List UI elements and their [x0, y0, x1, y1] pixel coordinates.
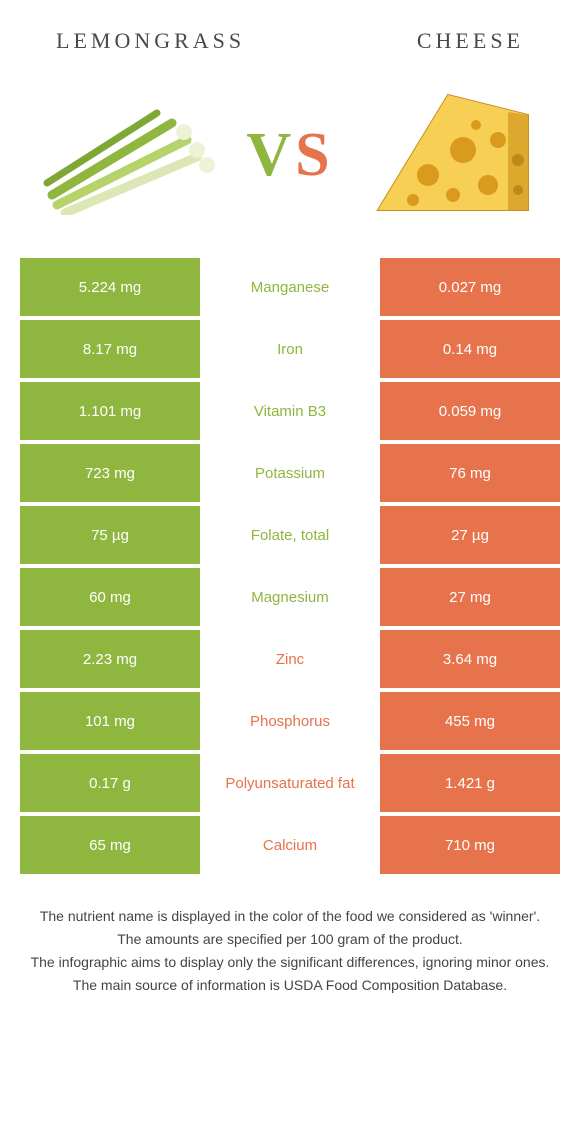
- right-value: 3.64 mg: [380, 630, 560, 688]
- table-row: 8.17 mgIron0.14 mg: [20, 320, 560, 378]
- food-right-image: [358, 80, 548, 230]
- food-left-name: LEMONGRASS: [56, 28, 245, 54]
- left-value: 0.17 g: [20, 754, 200, 812]
- nutrient-label: Potassium: [200, 444, 380, 502]
- nutrient-label: Polyunsaturated fat: [200, 754, 380, 812]
- nutrient-label: Manganese: [200, 258, 380, 316]
- left-value: 101 mg: [20, 692, 200, 750]
- nutrient-label: Iron: [200, 320, 380, 378]
- right-value: 0.059 mg: [380, 382, 560, 440]
- right-value: 0.14 mg: [380, 320, 560, 378]
- table-row: 75 µgFolate, total27 µg: [20, 506, 560, 564]
- footnote-line: The amounts are specified per 100 gram o…: [28, 929, 552, 950]
- right-value: 1.421 g: [380, 754, 560, 812]
- table-row: 0.17 gPolyunsaturated fat1.421 g: [20, 754, 560, 812]
- nutrient-label: Phosphorus: [200, 692, 380, 750]
- footnote-line: The infographic aims to display only the…: [28, 952, 552, 973]
- footnote-line: The nutrient name is displayed in the co…: [28, 906, 552, 927]
- left-value: 2.23 mg: [20, 630, 200, 688]
- right-value: 27 mg: [380, 568, 560, 626]
- footnote-line: The main source of information is USDA F…: [28, 975, 552, 996]
- left-value: 723 mg: [20, 444, 200, 502]
- table-row: 1.101 mgVitamin B30.059 mg: [20, 382, 560, 440]
- right-value: 27 µg: [380, 506, 560, 564]
- left-value: 8.17 mg: [20, 320, 200, 378]
- footnotes: The nutrient name is displayed in the co…: [20, 878, 560, 996]
- nutrient-label: Zinc: [200, 630, 380, 688]
- right-value: 455 mg: [380, 692, 560, 750]
- table-row: 723 mgPotassium76 mg: [20, 444, 560, 502]
- nutrient-label: Magnesium: [200, 568, 380, 626]
- table-row: 60 mgMagnesium27 mg: [20, 568, 560, 626]
- right-value: 710 mg: [380, 816, 560, 874]
- comparison-table: 5.224 mgManganese0.027 mg8.17 mgIron0.14…: [20, 258, 560, 874]
- nutrient-label: Vitamin B3: [200, 382, 380, 440]
- hero: V S: [20, 62, 560, 258]
- vs-v: V: [246, 120, 295, 191]
- left-value: 75 µg: [20, 506, 200, 564]
- table-row: 101 mgPhosphorus455 mg: [20, 692, 560, 750]
- food-right-name: CHEESE: [417, 28, 524, 54]
- vs-s: S: [295, 120, 333, 191]
- left-value: 60 mg: [20, 568, 200, 626]
- table-row: 65 mgCalcium710 mg: [20, 816, 560, 874]
- food-left-image: [32, 80, 222, 230]
- header: LEMONGRASS CHEESE: [20, 0, 560, 62]
- table-row: 5.224 mgManganese0.027 mg: [20, 258, 560, 316]
- nutrient-label: Calcium: [200, 816, 380, 874]
- right-value: 76 mg: [380, 444, 560, 502]
- left-value: 1.101 mg: [20, 382, 200, 440]
- table-row: 2.23 mgZinc3.64 mg: [20, 630, 560, 688]
- right-value: 0.027 mg: [380, 258, 560, 316]
- nutrient-label: Folate, total: [200, 506, 380, 564]
- left-value: 5.224 mg: [20, 258, 200, 316]
- vs-label: V S: [246, 120, 333, 191]
- left-value: 65 mg: [20, 816, 200, 874]
